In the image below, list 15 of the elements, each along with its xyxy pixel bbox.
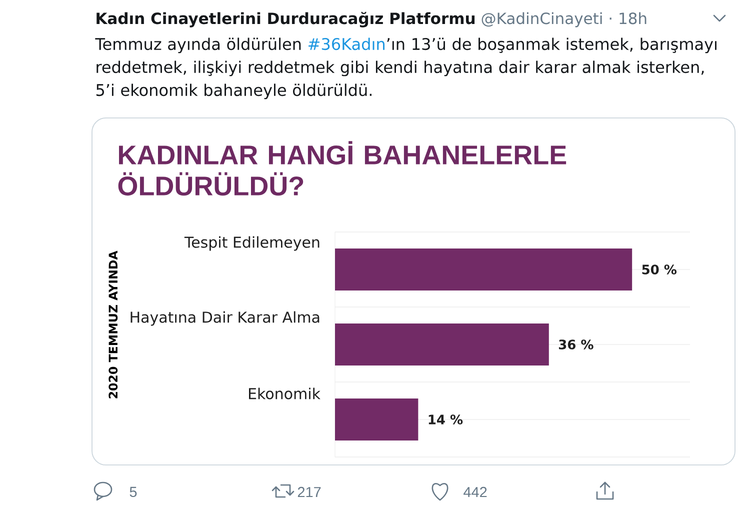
y-tick-label: Hayatına Dair Karar Alma [130,311,320,326]
text: @KadinCinayeti · 18h [482,12,646,28]
text: 5 [130,486,137,498]
data-label: 50 % [642,264,677,274]
y-tick-label: Tespit Edilemeyen [184,236,320,251]
data-label: 36 % [558,340,594,350]
text: 217 [298,486,321,498]
text: Temmuz ayında öldürülen [95,38,301,54]
y-axis-title: 2020 TEMMUZ AYINDA [108,250,118,398]
y-tick-label: Ekonomik [248,388,320,400]
text: #36Kadın [308,38,384,50]
text: Kadın Cinayetlerini Durduracağız Platformu [96,12,475,28]
chart-title: KADINLAR HANGİ BAHANELERLE ÖLDÜRÜLDÜ? [118,141,566,196]
text: 442 [464,486,487,498]
data-label: 14 % [428,414,463,424]
